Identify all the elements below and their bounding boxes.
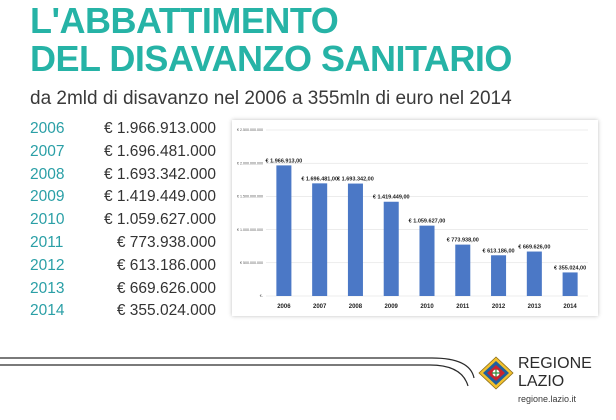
table-year: 2010: [30, 211, 65, 229]
y-tick-label: € 2.500.000.000: [237, 128, 263, 132]
brand-name: REGIONE LAZIO: [518, 355, 592, 391]
data-label: € 1.059.627,00: [409, 219, 446, 225]
bar-chart-svg: €- € 500.000.000 € 1.000.000.000 € 1.500.00…: [237, 128, 588, 310]
bar: [419, 225, 435, 296]
data-label: € 355.024,00: [554, 265, 586, 271]
x-tick-label: 2006: [277, 304, 291, 310]
bar: [491, 255, 507, 296]
brand-line-1: REGIONE: [518, 355, 592, 372]
table-year: 2013: [30, 279, 65, 297]
table-year: 2014: [30, 302, 65, 320]
y-tick-label: € 1.000.000.000: [237, 228, 263, 232]
data-label: € 1.696.481,00: [301, 176, 338, 182]
table-amount: € 773.938.000: [116, 233, 216, 251]
website-link[interactable]: regione.lazio.it: [518, 394, 577, 404]
data-label: € 669.626,00: [518, 245, 550, 251]
x-tick-label: 2013: [528, 304, 542, 310]
x-tick-label: 2007: [313, 304, 327, 310]
data-label: € 1.693.342,00: [337, 177, 374, 183]
x-tick-label: 2008: [349, 304, 363, 310]
x-tick-label: 2011: [456, 304, 470, 310]
table-amount: € 1.696.481.000: [103, 142, 216, 160]
table-row: 2009 € 1.419.449.000: [30, 186, 216, 209]
bar: [383, 201, 399, 296]
x-tick-label: 2014: [563, 304, 577, 310]
bar: [312, 183, 328, 296]
page-title: L'ABBATTIMENTO DEL DISAVANZO SANITARIO: [30, 2, 512, 78]
table-row: 2014 € 355.024.000: [30, 300, 216, 323]
table-row: 2012 € 613.186.000: [30, 255, 216, 278]
table-row: 2006 € 1.966.913.000: [30, 118, 216, 141]
brand-line-2: LAZIO: [518, 373, 565, 390]
footer-decoration: [0, 357, 475, 387]
x-tick-label: 2010: [420, 304, 434, 310]
table-row: 2013 € 669.626.000: [30, 278, 216, 301]
bar: [526, 251, 542, 296]
footer-line-bottom: [0, 364, 469, 387]
data-label: € 1.419.449,00: [373, 195, 410, 201]
table-amount: € 669.626.000: [116, 279, 216, 297]
table-year: 2008: [30, 165, 65, 183]
table-year: 2011: [30, 233, 64, 251]
bar: [455, 244, 471, 296]
y-tick-label: €-: [260, 294, 264, 298]
table-amount: € 1.966.913.000: [103, 120, 216, 137]
table-year: 2006: [30, 120, 65, 137]
y-tick-label: € 1.500.000.000: [237, 195, 263, 199]
x-tick-label: 2012: [492, 304, 506, 310]
x-tick-label: 2009: [385, 304, 399, 310]
bar: [562, 272, 578, 296]
table-row: 2008 € 1.693.342.000: [30, 164, 216, 187]
data-label: € 1.966.913,00: [266, 158, 303, 164]
table-row: 2011 € 773.938.000: [30, 232, 216, 255]
table-row: 2010 € 1.059.627.000: [30, 209, 216, 232]
footer-line-top: [0, 357, 475, 379]
table-year: 2012: [30, 256, 65, 274]
data-label: € 613.186,00: [482, 248, 514, 254]
subtitle: da 2mld di disavanzo nel 2006 a 355mln d…: [30, 88, 512, 109]
table-amount: € 1.419.449.000: [103, 188, 216, 206]
regione-lazio-logo-icon: [478, 356, 514, 390]
data-label: € 773.938,00: [447, 238, 479, 244]
y-tick-label: € 2.000.000.000: [237, 161, 263, 165]
table-amount: € 355.024.000: [116, 302, 216, 320]
table-year: 2007: [30, 142, 65, 160]
table-amount: € 613.186.000: [116, 256, 216, 274]
table-year: 2009: [30, 188, 65, 206]
table-amount: € 1.693.342.000: [103, 165, 216, 183]
table-amount: € 1.059.627.000: [103, 211, 216, 229]
table-row: 2007 € 1.696.481.000: [30, 141, 216, 164]
title-line-1: L'ABBATTIMENTO: [30, 0, 339, 41]
title-line-2: DEL DISAVANZO SANITARIO: [30, 38, 512, 79]
y-tick-label: € 500.000.000: [240, 261, 263, 265]
deficit-table: 2006 € 1.966.913.000 2007 € 1.696.481.000 20…: [30, 118, 216, 323]
bar-chart: €- € 500.000.000 € 1.000.000.000 € 1.500.00…: [232, 120, 598, 316]
bar: [276, 165, 292, 296]
bar: [347, 183, 363, 296]
